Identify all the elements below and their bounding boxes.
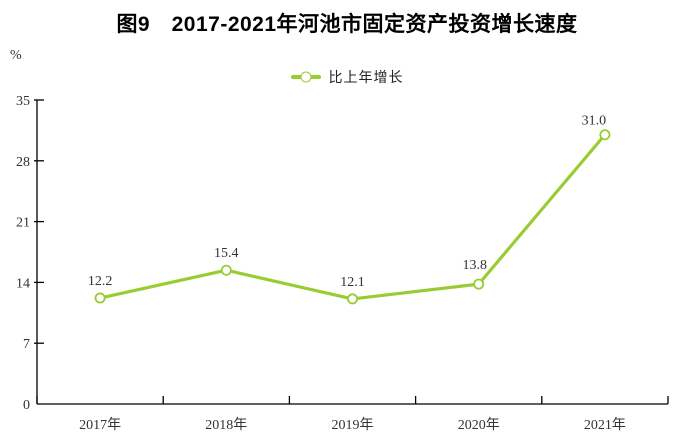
y-axis-unit-label: % [10,48,22,63]
data-point-marker [94,292,106,304]
data-point-marker [346,293,358,305]
x-category-label: 2018年 [205,417,247,433]
data-point-label: 12.2 [88,274,113,289]
data-point-label: 15.4 [214,246,239,261]
x-category-label: 2019年 [332,417,374,433]
y-axis-tick-label: 35 [16,94,30,109]
x-category-label: 2021年 [584,417,626,433]
x-category-label: 2020年 [458,417,500,433]
data-point-marker [220,264,232,276]
legend: 比上年增长 [0,68,694,86]
y-axis-tick-label: 21 [16,216,30,231]
y-axis-tick-label: 28 [16,155,30,170]
data-point-marker [473,278,485,290]
chart-title: 图9 2017-2021年河池市固定资产投资增长速度 [116,13,578,36]
data-point-marker [599,129,611,141]
legend-series-label: 比上年增长 [328,69,404,85]
legend-circle-marker-icon [300,71,311,83]
y-axis-tick-label: 0 [23,398,30,413]
legend-line-marker-icon [290,71,321,83]
data-point-label: 12.1 [340,275,365,290]
data-point-label: 13.8 [462,258,487,273]
y-axis-tick-label: 7 [23,337,30,352]
y-axis-tick-label: 14 [16,276,30,291]
x-category-label: 2017年 [79,417,121,433]
data-point-label: 31.0 [582,114,607,129]
